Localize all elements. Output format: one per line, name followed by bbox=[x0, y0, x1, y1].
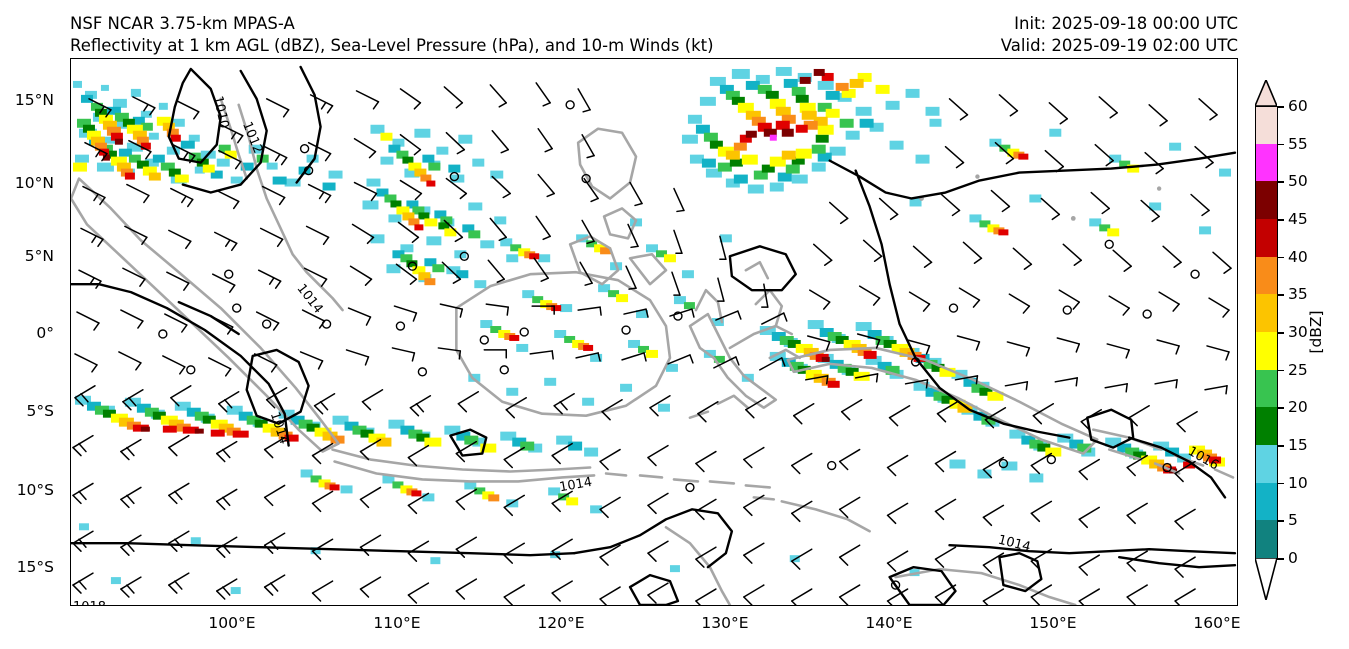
y-tick-10S: 10°S bbox=[16, 481, 54, 499]
y-tick-15S: 15°S bbox=[16, 558, 54, 576]
colorbar-bands bbox=[1254, 105, 1278, 559]
y-tick-5N: 5°N bbox=[24, 247, 54, 265]
colorbar-band-30-35 bbox=[1255, 294, 1277, 333]
colorbar-band-40-45 bbox=[1255, 219, 1277, 257]
colorbar-label-50: 50 bbox=[1288, 172, 1308, 191]
colorbar-label-35: 35 bbox=[1288, 285, 1308, 304]
colorbar-tick-40 bbox=[1277, 256, 1284, 259]
map-canvas: 1010 1012 1014 1014 1014 1014 1016 1018 bbox=[71, 65, 1237, 605]
y-tick-10N: 10°N bbox=[14, 174, 54, 192]
colorbar-tick-25 bbox=[1277, 369, 1284, 372]
x-tick-140E: 140°E bbox=[865, 614, 913, 632]
y-axis-tick-labels: 15°N 10°N 5°N 0° 5°S 10°S 15°S bbox=[0, 0, 62, 649]
colorbar-band-5-10 bbox=[1255, 482, 1277, 521]
colorbar-band-45-50 bbox=[1255, 181, 1277, 220]
x-tick-110E: 110°E bbox=[373, 614, 421, 632]
colorbar-over-arrow bbox=[1255, 80, 1277, 106]
colorbar-label-25: 25 bbox=[1288, 360, 1308, 379]
colorbar-under-arrow bbox=[1255, 558, 1277, 600]
colorbar[interactable]: 60 55 50 45 40 35 30 25 20 15 10 5 0 bbox=[1254, 80, 1308, 600]
init-time-line: Init: 2025-09-18 00:00 UTC bbox=[1014, 14, 1238, 33]
colorbar-tick-5 bbox=[1277, 520, 1284, 522]
colorbar-label-45: 45 bbox=[1288, 210, 1308, 228]
wind-barbs-layer bbox=[72, 82, 1232, 605]
colorbar-tick-10 bbox=[1277, 482, 1284, 485]
model-name-line: NSF NCAR 3.75-km MPAS-A bbox=[70, 14, 295, 33]
colorbar-label-40: 40 bbox=[1288, 247, 1308, 266]
colorbar-tick-45 bbox=[1277, 219, 1284, 221]
contour-label-1014c: 1014 bbox=[558, 475, 593, 495]
colorbar-band-35-40 bbox=[1255, 256, 1277, 295]
colorbar-band-10-15 bbox=[1255, 445, 1277, 483]
colorbar-tick-0 bbox=[1277, 558, 1284, 560]
valid-time-line: Valid: 2025-09-19 02:00 UTC bbox=[1000, 36, 1238, 55]
colorbar-label-10: 10 bbox=[1288, 473, 1308, 492]
colorbar-tick-50 bbox=[1277, 181, 1284, 183]
colorbar-label-0: 0 bbox=[1288, 549, 1298, 567]
y-tick-0: 0° bbox=[36, 324, 54, 342]
x-tick-130E: 130°E bbox=[701, 614, 749, 632]
colorbar-tick-35 bbox=[1277, 294, 1284, 296]
colorbar-tick-30 bbox=[1277, 332, 1284, 334]
contour-label-1010: 1010 bbox=[210, 95, 232, 130]
x-tick-150E: 150°E bbox=[1029, 614, 1077, 632]
colorbar-tick-60 bbox=[1277, 106, 1284, 108]
colorbar-label-20: 20 bbox=[1288, 398, 1308, 417]
y-tick-15N: 15°N bbox=[14, 91, 54, 109]
colorbar-tick-55 bbox=[1277, 143, 1284, 146]
x-tick-120E: 120°E bbox=[537, 614, 585, 632]
contour-label-1018: 1018 bbox=[73, 600, 106, 605]
colorbar-label-30: 30 bbox=[1288, 323, 1308, 341]
map-plot-area[interactable]: 1010 1012 1014 1014 1014 1014 1016 1018 bbox=[70, 58, 1238, 606]
figure-title-left: NSF NCAR 3.75-km MPAS-A Reflectivity at … bbox=[70, 13, 714, 57]
colorbar-band-55-60 bbox=[1255, 106, 1277, 144]
x-tick-100E: 100°E bbox=[208, 614, 256, 632]
colorbar-tick-15 bbox=[1277, 445, 1284, 447]
field-description-line: Reflectivity at 1 km AGL (dBZ), Sea-Leve… bbox=[70, 36, 714, 55]
colorbar-band-0-5 bbox=[1255, 520, 1277, 559]
y-tick-5S: 5°S bbox=[26, 402, 54, 420]
figure-title-right: Init: 2025-09-18 00:00 UTC Valid: 2025-0… bbox=[1001, 13, 1238, 57]
colorbar-axis-label: [dBZ] bbox=[1307, 310, 1325, 354]
colorbar-label-55: 55 bbox=[1288, 134, 1308, 153]
colorbar-band-50-55 bbox=[1255, 143, 1277, 182]
colorbar-label-5: 5 bbox=[1288, 511, 1298, 530]
colorbar-label-15: 15 bbox=[1288, 436, 1308, 454]
calm-wind-markers bbox=[158, 100, 1200, 590]
colorbar-tick-20 bbox=[1277, 407, 1284, 409]
colorbar-band-15-20 bbox=[1255, 407, 1277, 446]
colorbar-label-60: 60 bbox=[1288, 97, 1308, 115]
x-tick-160E: 160°E bbox=[1193, 614, 1241, 632]
colorbar-band-20-25 bbox=[1255, 369, 1277, 408]
colorbar-band-25-30 bbox=[1255, 332, 1277, 370]
